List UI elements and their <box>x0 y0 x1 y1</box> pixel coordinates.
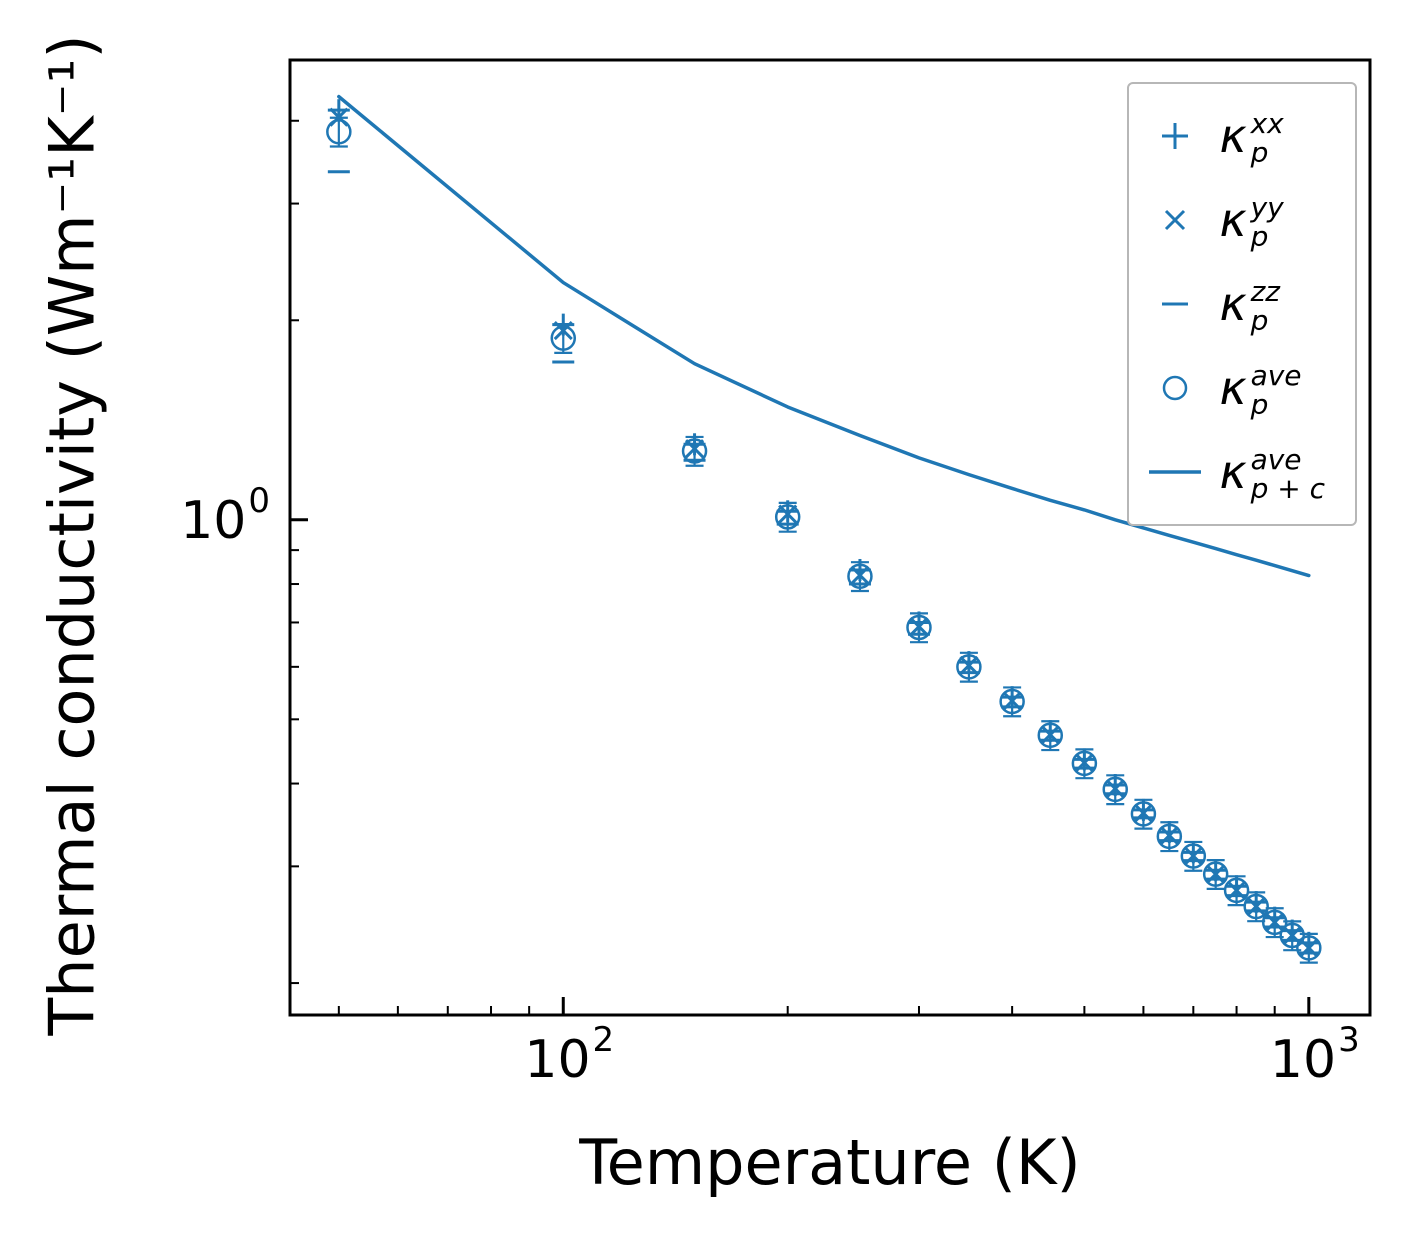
kappa-symbol: κ <box>1219 109 1247 163</box>
legend-label: κ ave p <box>1219 358 1302 421</box>
legend-item: κ yy p <box>1147 178 1325 262</box>
legend-marker-line-icon <box>1147 450 1203 494</box>
series-markers-ave <box>326 119 1322 961</box>
x-tick-label: 103 <box>1270 1020 1360 1090</box>
legend-label: κ ave p + c <box>1219 442 1325 505</box>
legend-label: κ zz p <box>1219 274 1280 337</box>
legend-marker-x-icon <box>1147 198 1203 242</box>
legend-label: κ yy p <box>1219 190 1284 253</box>
axes-spines <box>288 58 1372 1017</box>
legend-label-scripts: yy p <box>1250 190 1284 253</box>
legend-label-scripts: xx p <box>1250 106 1284 169</box>
legend-label: κ xx p <box>1219 106 1284 169</box>
kappa-symbol: κ <box>1219 193 1247 247</box>
legend-label-scripts: zz p <box>1250 274 1280 337</box>
legend-label-scripts: ave p + c <box>1250 442 1325 505</box>
legend-item: κ zz p <box>1147 262 1325 346</box>
axis-ticks <box>290 119 1311 1015</box>
legend: κ xx p κ yy p κ zz p κ ave p κ ave p + c <box>1127 82 1357 526</box>
legend-marker-hline-icon <box>1147 282 1203 326</box>
legend-item: κ ave p + c <box>1147 430 1325 514</box>
y-axis-label: Thermal conductivity (Wm⁻¹K⁻¹) <box>35 34 109 1036</box>
tick-labels: 102 103 100 <box>180 481 1360 1090</box>
kappa-symbol: κ <box>1219 277 1247 331</box>
kappa-symbol: κ <box>1219 445 1247 499</box>
legend-item: κ xx p <box>1147 94 1325 178</box>
y-tick-label: 100 <box>180 481 270 551</box>
legend-marker-plus-icon <box>1147 114 1203 158</box>
data-series <box>326 94 1322 964</box>
x-axis-label: Temperature (K) <box>579 1126 1081 1199</box>
series-line-p_plus_c <box>337 94 1311 578</box>
x-tick-label: 102 <box>524 1020 614 1090</box>
kappa-symbol: κ <box>1219 361 1247 415</box>
legend-item: κ ave p <box>1147 346 1325 430</box>
legend-marker-circle-icon <box>1147 366 1203 410</box>
legend-label-scripts: ave p <box>1250 358 1302 421</box>
series-markers-yy <box>329 107 1319 958</box>
